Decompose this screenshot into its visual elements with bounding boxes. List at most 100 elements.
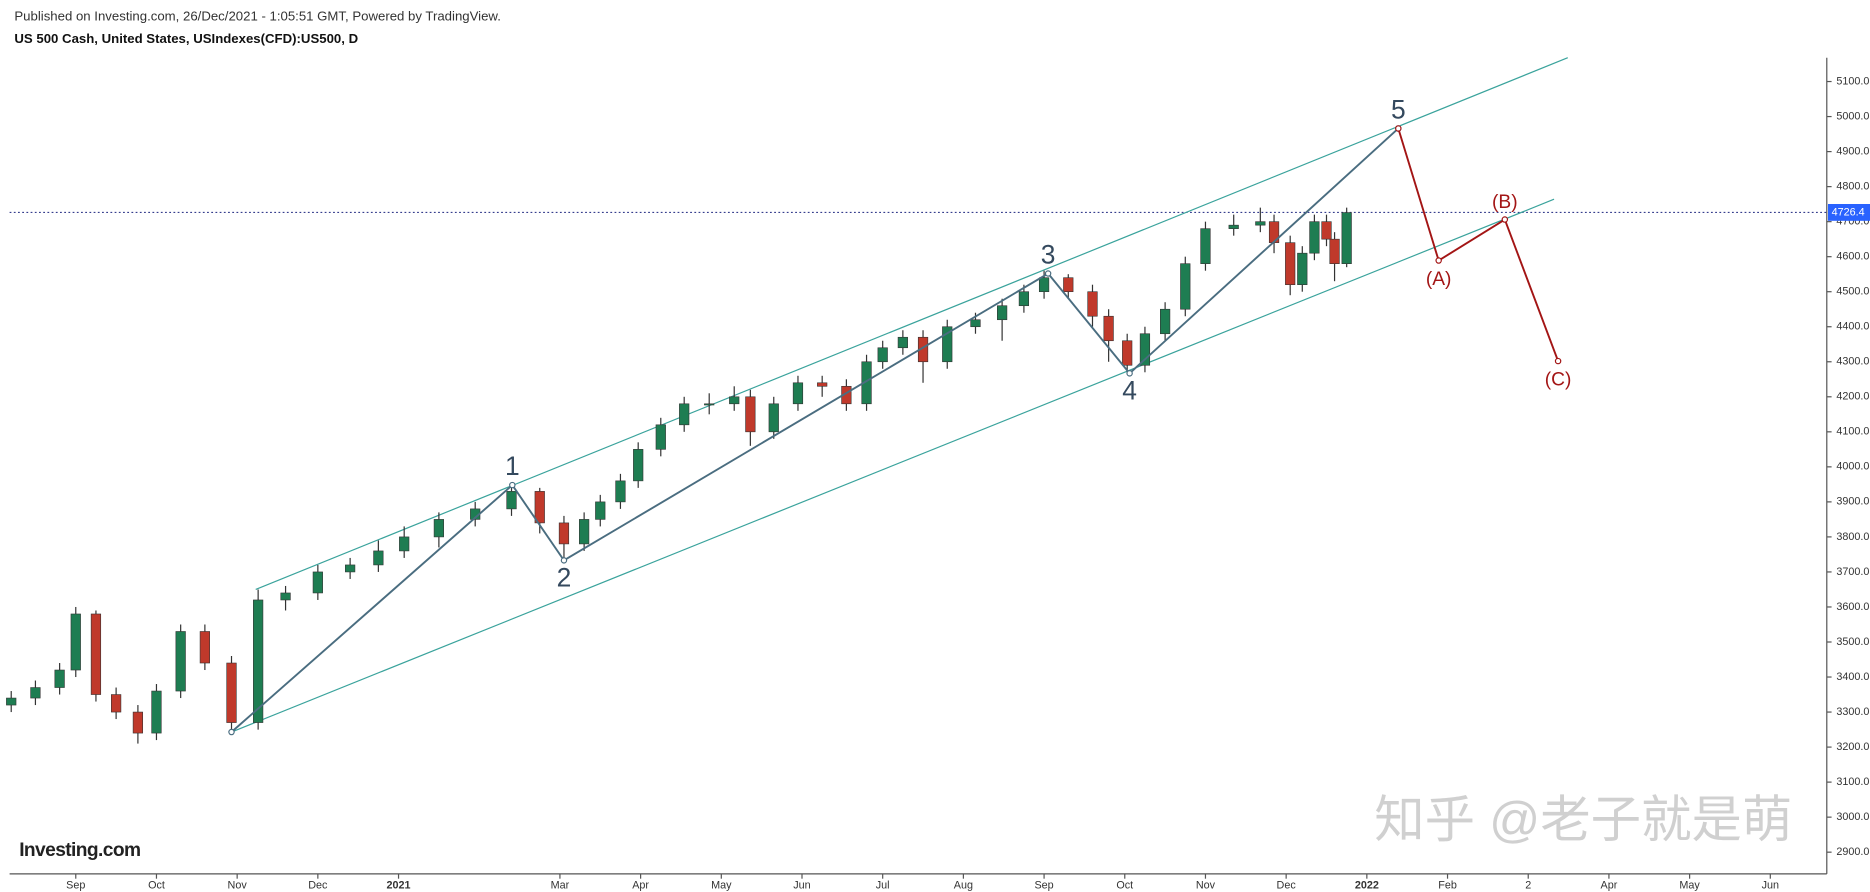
candle-body: [1321, 221, 1332, 240]
wave-point: [560, 557, 568, 564]
wave-point: [1044, 270, 1052, 277]
candle-body: [615, 480, 626, 503]
candle-body: [30, 687, 41, 699]
y-tick-label: 4500.0: [1836, 286, 1869, 298]
candle-body: [151, 690, 162, 734]
x-tick-label: Jun: [793, 880, 810, 892]
candle-body: [373, 550, 384, 566]
x-tick-label: Apr: [1601, 880, 1618, 892]
y-tick-label: 2900.0: [1836, 846, 1869, 858]
candle-body: [897, 336, 908, 349]
candle-body: [1255, 221, 1266, 226]
candle-body: [433, 519, 444, 538]
y-tick-label: 5000.0: [1836, 110, 1869, 122]
x-tick-label: Dec: [1277, 880, 1297, 892]
wave-point: [1501, 216, 1509, 223]
candle-body: [1087, 291, 1098, 317]
x-tick-label: Nov: [1196, 880, 1216, 892]
logo: Investing.com: [19, 840, 140, 861]
watermark: 知乎 @老子就是萌: [1374, 791, 1792, 848]
candle-body: [199, 631, 210, 664]
candle-body: [345, 564, 356, 573]
y-tick-label: 3700.0: [1836, 566, 1869, 578]
y-tick-label: 3300.0: [1836, 706, 1869, 718]
candle-body: [1341, 212, 1352, 264]
last-price-tag: [1827, 204, 1870, 221]
candle-body: [1063, 277, 1074, 293]
wave-line: [1397, 128, 1559, 362]
candle-body: [595, 501, 606, 520]
x-tick-label: Mar: [551, 880, 570, 892]
candle-body: [399, 536, 410, 552]
candle-body: [1018, 291, 1030, 307]
x-tick-label: Oct: [1116, 880, 1133, 892]
wave-label: (A): [1426, 269, 1452, 290]
x-tick-label: Nov: [228, 880, 248, 892]
y-tick-label: 4600.0: [1836, 251, 1869, 263]
candle-body: [90, 613, 102, 695]
chart-title: US 500 Cash, United States, USIndexes(CF…: [14, 31, 358, 46]
y-tick-label: 3900.0: [1836, 496, 1869, 508]
candle-body: [1309, 221, 1320, 254]
x-tick-label: Feb: [1438, 880, 1457, 892]
candle-body: [1038, 277, 1050, 293]
candle-body: [768, 403, 779, 433]
candle-body: [280, 592, 291, 601]
wave-point: [1554, 357, 1562, 365]
y-tick-label: 3600.0: [1836, 601, 1869, 613]
candle-body: [1297, 252, 1308, 286]
y-tick-label: 4400.0: [1836, 321, 1869, 333]
x-tick-label: May: [711, 880, 732, 892]
candle-body: [633, 449, 644, 482]
last-price-label: 4726.4: [1832, 206, 1865, 218]
y-tick-label: 3100.0: [1836, 776, 1869, 788]
wave-label: 1: [505, 451, 520, 481]
x-tick-label: Oct: [148, 880, 165, 892]
candle-body: [506, 491, 517, 510]
candle-body: [579, 519, 590, 545]
candle-body: [253, 599, 264, 723]
candle-body: [1160, 308, 1171, 335]
candle-body: [1139, 333, 1151, 366]
y-tick-label: 4800.0: [1836, 180, 1869, 192]
x-tick-label: 2: [1525, 880, 1531, 892]
candle-body: [817, 382, 828, 387]
x-tick-label: May: [1679, 880, 1700, 892]
channel-line: [231, 198, 1555, 733]
wave-label: (B): [1492, 192, 1518, 213]
candle-body: [111, 694, 122, 713]
wave-label: 3: [1041, 240, 1056, 270]
candle-body: [655, 424, 666, 450]
x-tick-label: Apr: [632, 880, 649, 892]
y-tick-label: 4000.0: [1836, 461, 1869, 473]
y-tick-label: 3500.0: [1836, 636, 1869, 648]
y-tick-label: 5100.0: [1836, 75, 1869, 87]
x-tick-label: Aug: [954, 880, 973, 892]
candle-body: [226, 662, 237, 723]
wave-point: [509, 481, 516, 489]
candle-body: [558, 522, 570, 545]
wave-label: 2: [557, 563, 572, 593]
y-tick-label: 3400.0: [1836, 671, 1869, 683]
candle-body: [1228, 224, 1239, 229]
candle-body: [792, 382, 804, 405]
candle-body: [175, 631, 186, 692]
y-tick-label: 4100.0: [1836, 426, 1869, 438]
x-tick-label: 2022: [1355, 880, 1379, 892]
y-tick-label: 4300.0: [1836, 356, 1869, 368]
candle-body: [679, 403, 690, 426]
wave-label: (C): [1545, 369, 1572, 390]
candle-body: [132, 711, 144, 734]
wave-label: 4: [1122, 376, 1137, 406]
candle-body: [6, 697, 17, 706]
x-tick-label: Sep: [1034, 880, 1053, 892]
candle-body: [54, 669, 65, 688]
candle-body: [942, 326, 953, 363]
y-tick-label: 3000.0: [1836, 811, 1869, 823]
candle-body: [877, 347, 888, 363]
candle-body: [1329, 238, 1340, 264]
y-tick-label: 3800.0: [1836, 531, 1869, 543]
candle-body: [704, 403, 715, 406]
candle-body: [1285, 242, 1296, 286]
